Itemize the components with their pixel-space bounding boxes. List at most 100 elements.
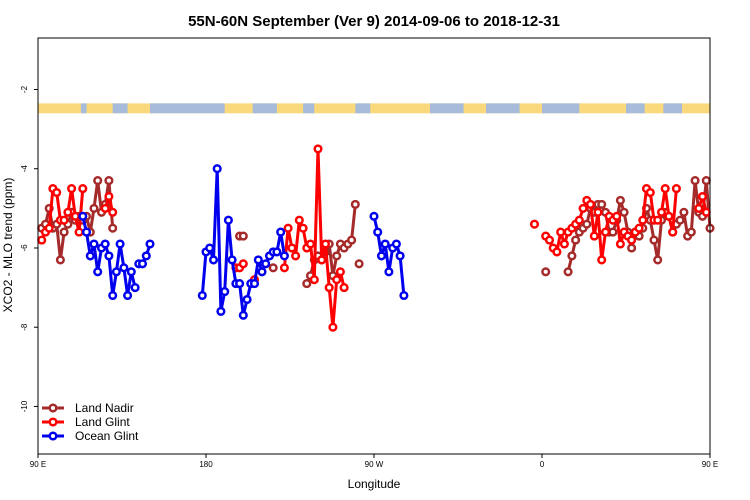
land-mask-band	[38, 103, 710, 114]
ocean-band-segment	[486, 103, 520, 114]
data-point	[52, 187, 62, 198]
data-point	[279, 251, 289, 261]
data-point	[634, 223, 644, 233]
data-point	[347, 235, 357, 245]
legend-label: Land Nadir	[75, 401, 134, 415]
data-point	[249, 279, 260, 289]
ocean-band-segment	[112, 103, 128, 114]
data-point	[556, 227, 566, 237]
ocean-band-segment	[252, 103, 277, 114]
data-point	[287, 243, 297, 253]
data-point	[104, 191, 114, 202]
data-point	[668, 227, 678, 237]
data-point	[675, 215, 685, 225]
data-point	[227, 255, 237, 265]
data-point	[529, 219, 540, 229]
land-band	[38, 103, 710, 114]
data-point	[317, 255, 327, 265]
plot-frame	[37, 37, 711, 455]
ocean-band-segment	[80, 103, 87, 114]
data-point	[597, 255, 607, 265]
data-point	[686, 227, 696, 237]
data-point	[582, 219, 592, 229]
data-point	[563, 267, 573, 277]
data-point	[335, 267, 345, 277]
data-point	[291, 251, 301, 261]
data-point	[100, 239, 110, 249]
ocean-band-segment	[355, 103, 371, 114]
data-point	[93, 267, 103, 277]
data-point	[559, 239, 569, 249]
data-point	[653, 215, 663, 225]
data-point	[615, 195, 625, 205]
data-point	[130, 283, 140, 293]
data-point	[55, 255, 65, 265]
ocean-band-segment	[542, 103, 580, 114]
x-tick-label: 90 W	[365, 460, 384, 469]
data-point	[567, 251, 577, 261]
data-point	[279, 263, 289, 273]
data-point	[100, 203, 110, 213]
legend-label: Ocean Glint	[75, 429, 139, 443]
data-point	[656, 207, 667, 217]
data-point	[108, 290, 118, 301]
data-point	[238, 259, 248, 269]
data-point	[384, 267, 394, 277]
data-point	[653, 255, 663, 265]
y-axis-label: XCO2 - MLO trend (ppm)	[1, 178, 15, 313]
data-point	[627, 235, 637, 245]
data-point	[544, 235, 555, 245]
data-point	[81, 227, 92, 237]
data-point	[89, 239, 99, 249]
x-axis-label: Longitude	[348, 477, 401, 491]
data-point	[108, 223, 118, 233]
data-point	[694, 203, 704, 213]
data-point	[664, 211, 674, 221]
data-point	[197, 290, 207, 301]
data-point	[638, 215, 648, 225]
data-point	[238, 231, 248, 241]
data-point	[328, 322, 338, 332]
data-point	[108, 207, 118, 217]
data-point	[115, 239, 125, 249]
series-land-glint	[37, 144, 711, 332]
data-point	[89, 203, 99, 213]
data-point	[320, 239, 331, 249]
data-point	[701, 207, 711, 217]
data-point	[589, 231, 599, 241]
data-point	[395, 251, 405, 261]
y-tick-label: -6	[20, 244, 29, 252]
data-point	[145, 239, 155, 249]
data-point	[104, 251, 114, 261]
data-point	[585, 199, 596, 209]
data-point	[376, 251, 387, 261]
x-tick-label: 90 E	[702, 460, 718, 469]
data-point	[137, 259, 148, 269]
ocean-band-segment	[626, 103, 645, 114]
data-point	[305, 239, 316, 249]
data-point	[44, 223, 54, 233]
data-point	[253, 255, 263, 265]
data-point	[332, 275, 342, 285]
data-point	[369, 211, 379, 221]
data-point	[645, 187, 655, 198]
data-point	[298, 223, 308, 233]
data-point	[272, 247, 282, 257]
chart-title: 55N-60N September (Ver 9) 2014-09-06 to …	[188, 13, 560, 30]
legend-marker	[48, 417, 58, 427]
data-point	[205, 243, 215, 253]
data-point	[571, 235, 581, 245]
series-line	[200, 167, 286, 317]
data-point	[373, 227, 383, 237]
data-point	[283, 223, 293, 233]
data-point	[235, 279, 245, 289]
y-tick-label: -8	[20, 323, 29, 331]
data-point	[119, 263, 129, 273]
data-point	[59, 215, 69, 225]
data-point	[380, 239, 390, 249]
data-point	[123, 290, 133, 301]
data-point	[212, 164, 222, 174]
data-point	[578, 203, 588, 213]
data-point	[701, 176, 711, 186]
